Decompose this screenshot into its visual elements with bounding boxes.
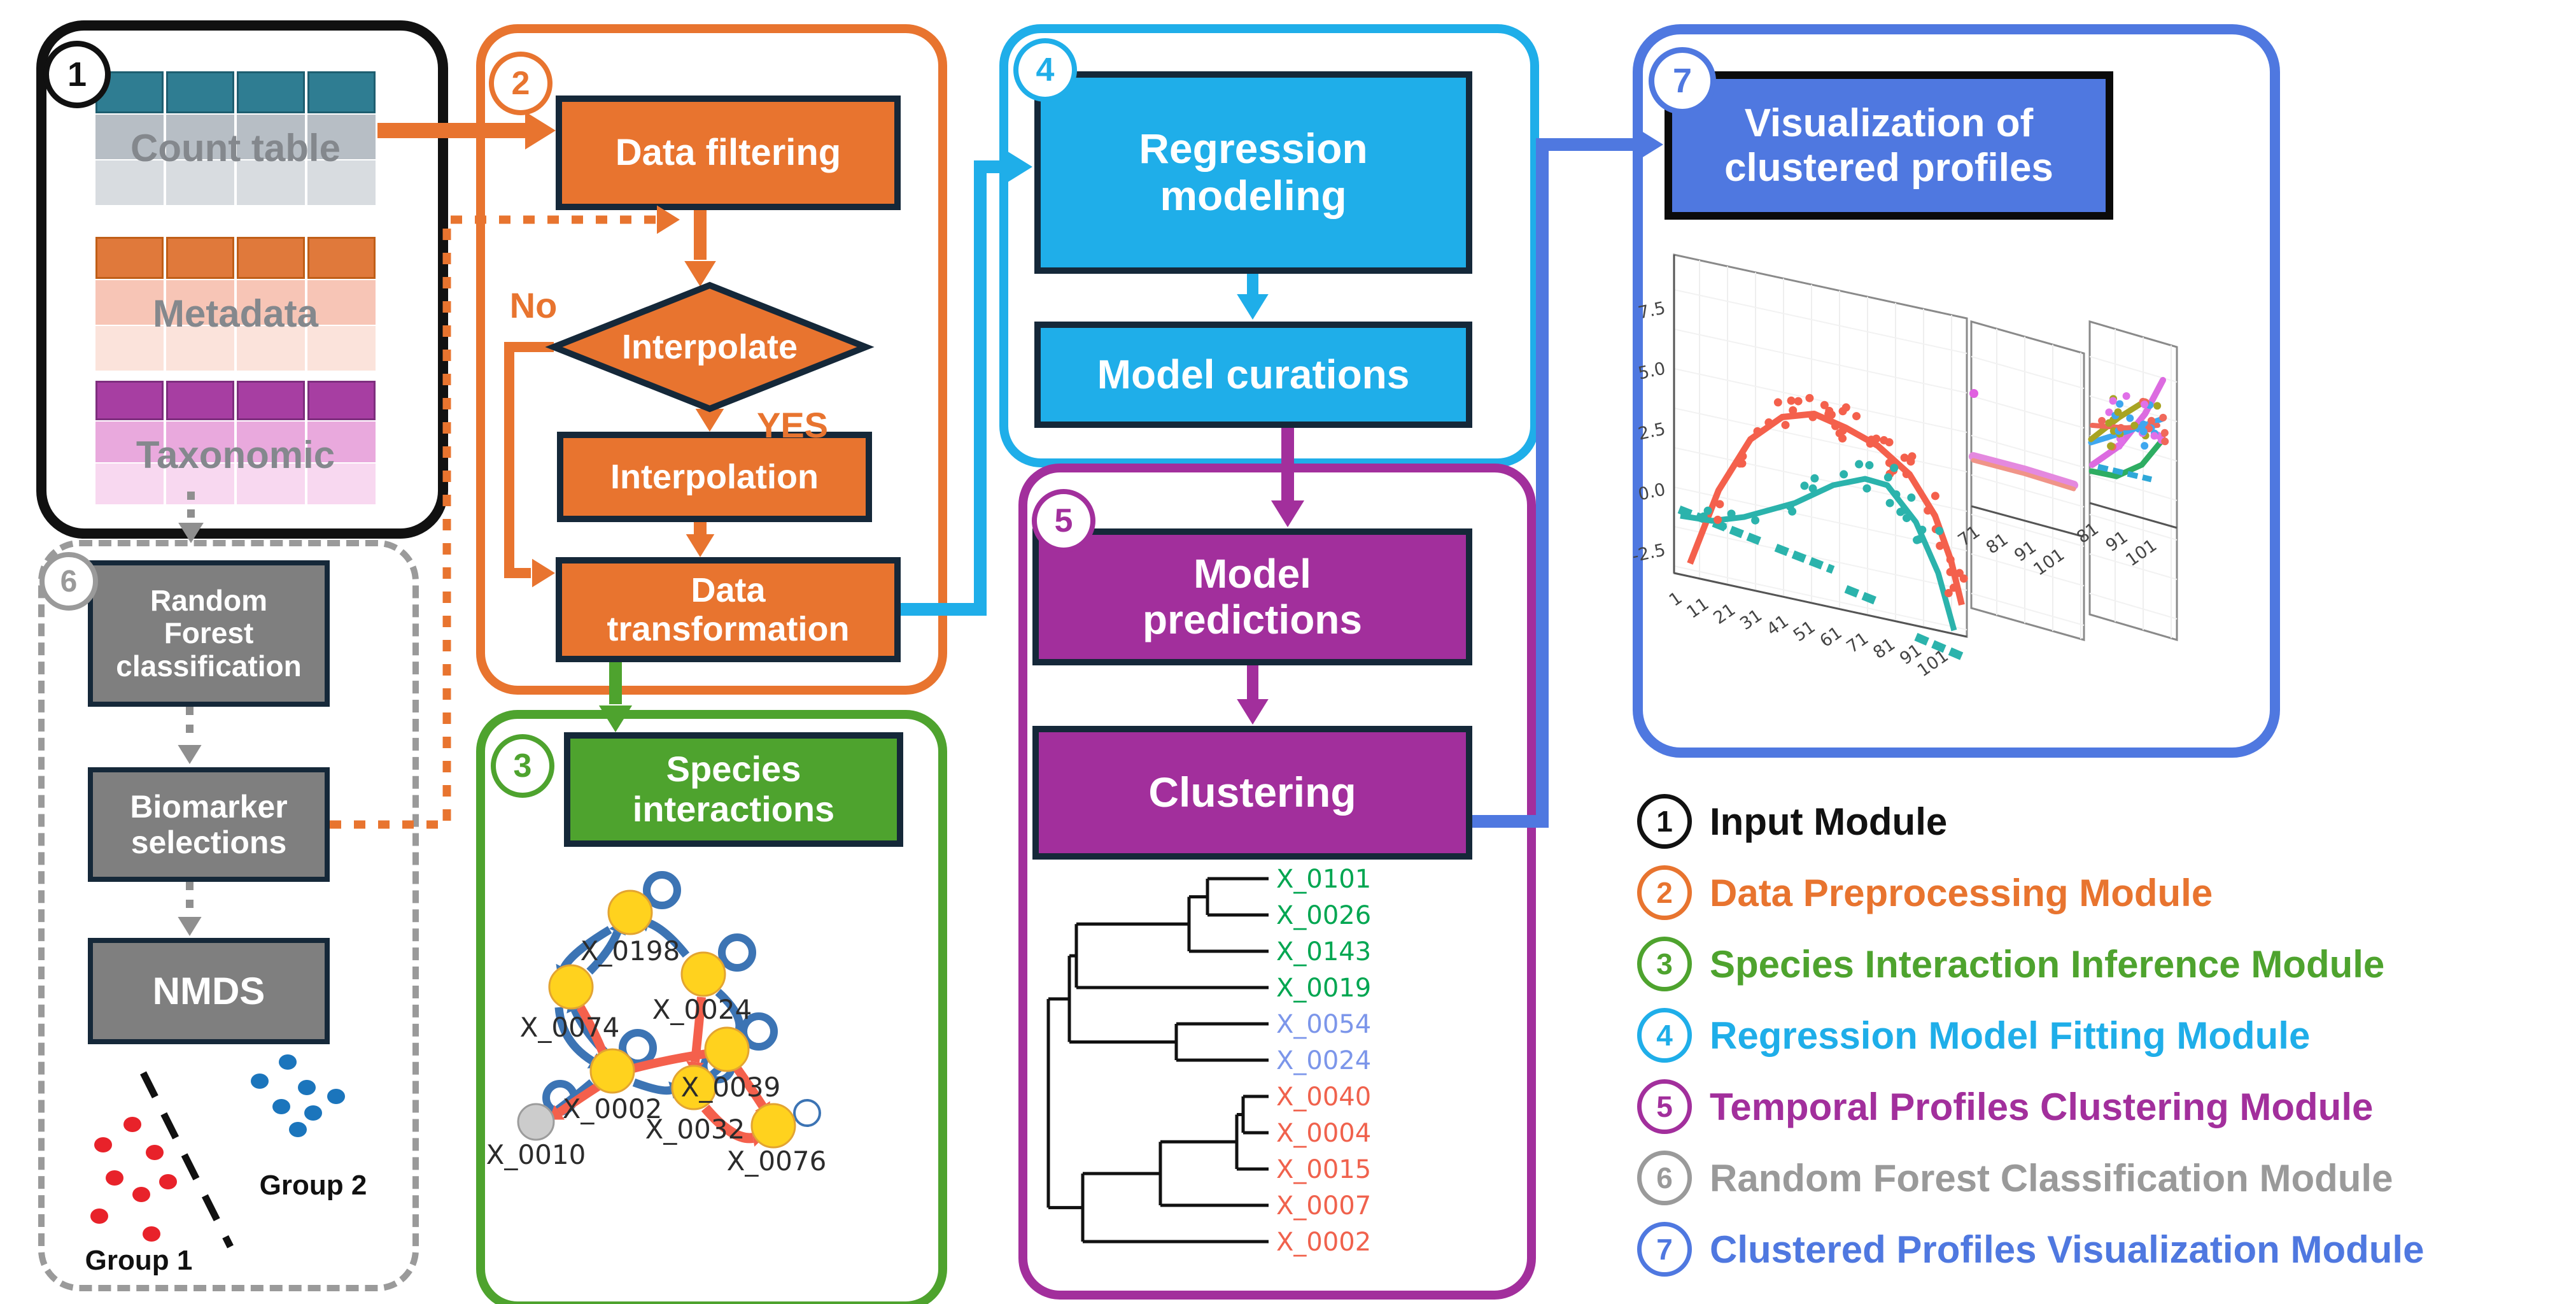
table-row-cell	[95, 280, 164, 325]
legend-item-7: 7 Clustered Profiles Visualization Module	[1637, 1220, 2424, 1279]
table-row-cell	[95, 326, 164, 371]
species-interactions-box: Species interactions	[564, 732, 903, 847]
clustering-box: Clustering	[1032, 726, 1472, 860]
table-row-cell	[166, 160, 234, 205]
legend-label-4: Regression Model Fitting Module	[1710, 1014, 2311, 1057]
legend-item-6: 6 Random Forest Classification Module	[1637, 1149, 2393, 1207]
legend-item-2: 2 Data Preprocessing Module	[1637, 863, 2213, 922]
table-header-cell	[307, 237, 376, 279]
legend-item-5: 5 Temporal Profiles Clustering Module	[1637, 1077, 2373, 1136]
interpolation-box: Interpolation	[557, 432, 872, 522]
table-row-cell	[237, 326, 305, 371]
legend-label-2: Data Preprocessing Module	[1710, 871, 2213, 914]
table-header-cell	[307, 381, 376, 420]
regression-modeling-box: Regression modeling	[1034, 71, 1472, 274]
module-3-badge: 3	[491, 734, 554, 798]
table-header-cell	[307, 71, 376, 113]
table-row-cell	[237, 422, 305, 462]
input-table-0: Count table	[95, 71, 376, 205]
module-1-badge: 1	[43, 41, 111, 108]
module-7-visualization	[1633, 24, 2280, 758]
input-table-1: Metadata	[95, 237, 376, 371]
table-row-cell	[237, 115, 305, 159]
module-3-species-interaction	[476, 710, 947, 1304]
group2-label: Group 2	[259, 1170, 367, 1201]
table-header-cell	[166, 237, 234, 279]
table-header-cell	[237, 71, 305, 113]
input-table-label: Taxonomic	[136, 434, 335, 476]
table-row-cell	[166, 115, 234, 159]
table-row-cell	[237, 464, 305, 504]
table-row-cell	[166, 422, 234, 462]
legend-badge-2: 2	[1637, 865, 1692, 920]
visualization-box: Visualization of clustered profiles	[1665, 71, 2113, 220]
legend-badge-1: 1	[1637, 794, 1692, 849]
module-2-badge: 2	[489, 52, 553, 115]
table-row-cell	[95, 422, 164, 462]
table-row-cell	[95, 464, 164, 504]
interpolate-diamond-label: Interpolate	[621, 328, 798, 366]
table-row-cell	[307, 115, 376, 159]
no-label: No	[509, 285, 558, 325]
model-curations-box: Model curations	[1034, 322, 1472, 428]
table-header-cell	[237, 381, 305, 420]
model-predictions-box: Model predictions	[1032, 528, 1472, 665]
legend-badge-4: 4	[1637, 1008, 1692, 1063]
legend-badge-5: 5	[1637, 1079, 1692, 1134]
legend-item-1: 1 Input Module	[1637, 792, 1947, 851]
table-row-cell	[95, 115, 164, 159]
table-row-cell	[237, 280, 305, 325]
table-header-cell	[166, 381, 234, 420]
legend-label-6: Random Forest Classification Module	[1710, 1156, 2393, 1200]
legend-label-1: Input Module	[1710, 800, 1948, 843]
table-header-cell	[95, 237, 164, 279]
input-table-2: Taxonomic	[95, 381, 376, 504]
table-row-cell	[166, 326, 234, 371]
legend-item-4: 4 Regression Model Fitting Module	[1637, 1006, 2310, 1065]
module-6-badge: 6	[39, 552, 98, 611]
table-row-cell	[166, 464, 234, 504]
table-row-cell	[237, 160, 305, 205]
table-row-cell	[307, 160, 376, 205]
data-transformation-box: Data transformation	[556, 557, 901, 662]
legend-label-5: Temporal Profiles Clustering Module	[1710, 1085, 2374, 1128]
table-header-cell	[166, 71, 234, 113]
input-table-label: Metadata	[152, 292, 319, 335]
module-4-badge: 4	[1013, 38, 1077, 102]
biomarker-selections-box: Biomarker selections	[88, 767, 330, 882]
legend-badge-7: 7	[1637, 1222, 1692, 1277]
legend-label-7: Clustered Profiles Visualization Module	[1710, 1228, 2425, 1271]
input-table-label: Count table	[130, 127, 341, 169]
legend-badge-3: 3	[1637, 937, 1692, 991]
legend-item-3: 3 Species Interaction Inference Module	[1637, 935, 2384, 993]
group1-label: Group 1	[85, 1245, 193, 1276]
table-row-cell	[95, 160, 164, 205]
data-filtering-box: Data filtering	[556, 96, 901, 210]
yes-label: YES	[756, 405, 829, 445]
legend-label-3: Species Interaction Inference Module	[1710, 942, 2385, 986]
table-row-cell	[166, 280, 234, 325]
table-header-cell	[95, 381, 164, 420]
legend-badge-6: 6	[1637, 1151, 1692, 1205]
module-5-badge: 5	[1032, 489, 1095, 553]
random-forest-box: Random Forest classification	[88, 560, 330, 707]
nmds-box: NMDS	[88, 938, 330, 1044]
table-header-cell	[237, 237, 305, 279]
module-7-badge: 7	[1649, 47, 1716, 115]
module-6-random-forest	[38, 540, 419, 1291]
